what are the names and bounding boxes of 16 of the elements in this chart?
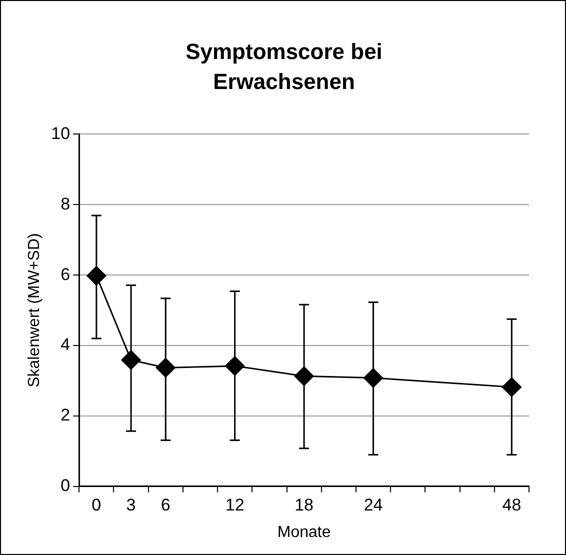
x-tick-label: 18 [294,495,314,514]
y-tick-label: 0 [60,476,70,496]
chart-title: Symptomscore bei Erwachsenen [184,38,384,96]
y-tick-label: 6 [60,264,70,284]
x-tick-label: 12 [225,495,244,514]
x-axis-title: Monate [277,524,331,541]
x-tick-label: 48 [502,495,522,514]
x-tick-label: 3 [126,495,136,514]
y-tick-label: 8 [60,194,70,214]
x-tick-label: 0 [92,495,102,514]
x-tick-label: 24 [364,495,383,514]
y-tick-label: 2 [60,406,70,425]
x-tick-label: 6 [160,495,170,514]
y-axis-title: Skalenwert (MW+SD) [26,233,44,388]
y-tick-label: 10 [51,124,70,143]
y-tick-label: 4 [60,335,70,354]
